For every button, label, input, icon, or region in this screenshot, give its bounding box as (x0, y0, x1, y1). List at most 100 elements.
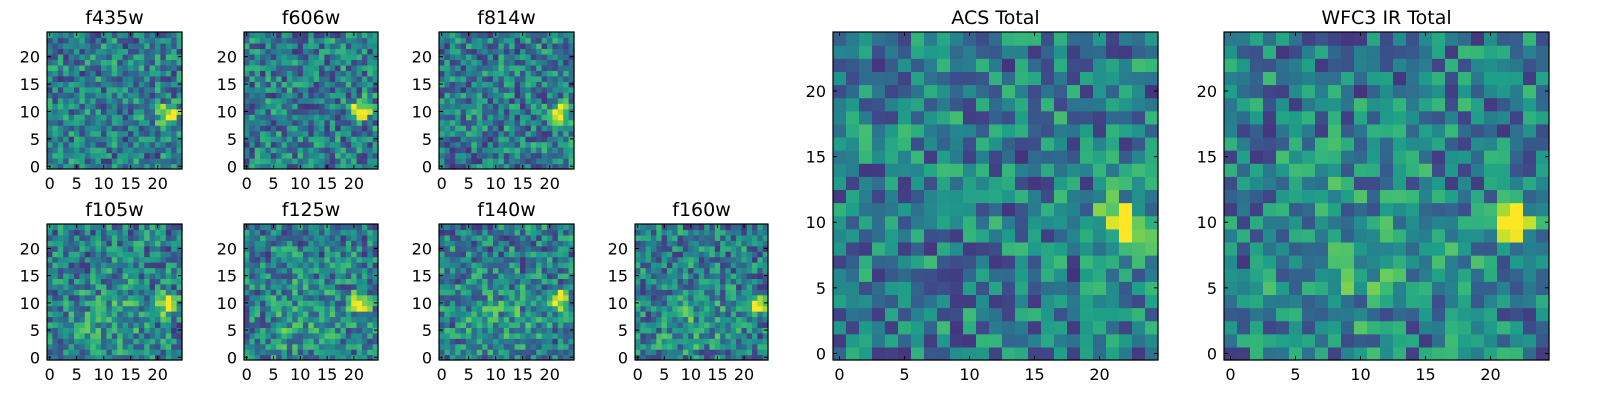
heatmap-cell (144, 163, 151, 170)
heatmap-cell (79, 75, 86, 82)
heatmap-cell (541, 256, 548, 263)
heatmap-cell (160, 152, 167, 159)
heatmap-cell (698, 256, 705, 263)
heatmap-cell (635, 321, 641, 328)
heatmap-cell (260, 343, 267, 350)
heatmap-cell (244, 305, 250, 312)
heatmap-cell (128, 141, 134, 148)
heatmap-cell (635, 349, 641, 356)
heatmap-cell (666, 240, 673, 247)
heatmap-cell (741, 343, 748, 350)
heatmap-cell (128, 125, 134, 132)
heatmap-cell (514, 240, 521, 247)
heatmap-cell (297, 97, 304, 104)
heatmap-cell (476, 272, 483, 279)
heatmap-cell (249, 136, 256, 143)
heatmap-cell (466, 37, 472, 44)
heatmap-cell (1106, 202, 1120, 217)
heatmap-cell (292, 81, 299, 88)
heatmap-cell (276, 152, 283, 159)
heatmap-cell (911, 189, 925, 204)
heatmap-cell (482, 75, 489, 82)
heatmap-cell (297, 125, 304, 132)
heatmap-cell (487, 229, 494, 236)
heatmap-cell (297, 262, 304, 269)
heatmap-cell (950, 202, 964, 217)
heatmap-cell (367, 53, 374, 60)
heatmap-cell (270, 75, 277, 82)
heatmap-cell (645, 229, 652, 236)
heatmap-cell (249, 278, 256, 285)
heatmap-cell (1054, 268, 1068, 282)
heatmap-cell (149, 321, 156, 328)
heatmap-cell (165, 119, 172, 126)
heatmap-cell (281, 267, 288, 274)
heatmap-cell (498, 354, 505, 361)
heatmap-cell (525, 278, 532, 285)
heatmap-cell (439, 316, 445, 323)
heatmap-cell (319, 251, 325, 258)
heatmap-cell (688, 229, 695, 236)
heatmap-cell (833, 241, 847, 256)
heatmap-cell (520, 245, 526, 252)
heatmap-cell (898, 307, 912, 322)
heatmap-cell (117, 272, 124, 279)
heatmap-cell (95, 158, 102, 165)
heatmap-cell (63, 70, 70, 77)
heatmap-cell (176, 86, 183, 93)
heatmap-cell (568, 147, 575, 154)
heatmap-cell (117, 92, 124, 99)
heatmap-cell (68, 240, 75, 247)
heatmap-cell (503, 130, 510, 137)
heatmap-cell (833, 294, 847, 309)
heatmap-cell (693, 240, 700, 247)
heatmap-cell (122, 332, 129, 339)
heatmap-cell (525, 300, 532, 307)
heatmap-cell (340, 272, 347, 279)
heatmap-cell (487, 251, 494, 258)
heatmap-cell (57, 103, 64, 110)
heatmap-cell (552, 311, 559, 318)
heatmap-cell (324, 152, 331, 159)
heatmap-cell (677, 354, 684, 361)
heatmap-cell (645, 224, 652, 231)
heatmap-cell (324, 229, 331, 236)
heatmap-cell (911, 294, 925, 309)
heatmap-cell (557, 229, 564, 236)
heatmap-cell (117, 158, 124, 165)
heatmap-cell (160, 305, 167, 312)
heatmap-cell (514, 130, 521, 137)
heatmap-cell (101, 338, 107, 345)
heatmap-cell (509, 245, 516, 252)
heatmap-cell (476, 267, 483, 274)
heatmap-cell (541, 262, 548, 269)
heatmap-cell (74, 245, 80, 252)
heatmap-cell (741, 229, 748, 236)
heatmap-cell (260, 278, 267, 285)
heatmap-cell (1132, 189, 1146, 204)
heatmap-cell (270, 349, 277, 356)
heatmap-cell (455, 59, 462, 66)
heatmap-cell (720, 256, 727, 263)
heatmap-cell (563, 92, 570, 99)
heatmap-cell (530, 289, 537, 296)
heatmap-cell (254, 327, 261, 334)
heatmap-cell (730, 240, 737, 247)
heatmap-cell (746, 354, 753, 361)
heatmap-cell (482, 267, 489, 274)
heatmap-cell (117, 37, 124, 44)
panel-title: f814w (477, 7, 536, 29)
heatmap-cell (989, 268, 1003, 282)
heatmap-cell (746, 256, 753, 263)
heatmap-cell (47, 256, 53, 263)
heatmap-cell (171, 130, 178, 137)
heatmap-cell (367, 234, 374, 241)
heatmap-cell (340, 48, 347, 55)
heatmap-cell (762, 267, 769, 274)
heatmap-cell (976, 241, 990, 256)
heatmap-cell (682, 349, 689, 356)
heatmap-cell (165, 251, 172, 258)
heatmap-cell (471, 81, 478, 88)
heatmap-cell (52, 59, 59, 66)
heatmap-cell (525, 108, 532, 115)
